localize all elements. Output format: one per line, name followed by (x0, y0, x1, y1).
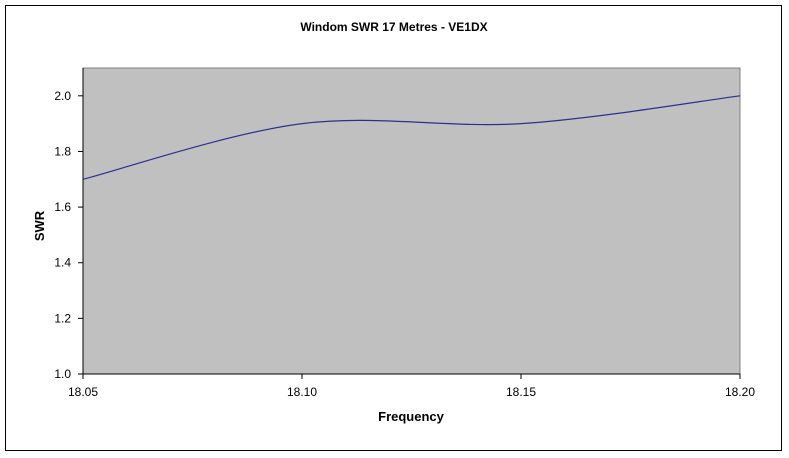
x-tick-label: 18.10 (287, 385, 317, 399)
y-tick-label: 1.6 (54, 200, 71, 214)
line-chart: Windom SWR 17 Metres - VE1DX 1.01.21.41.… (32, 20, 755, 424)
plot-area (82, 67, 741, 375)
x-axis-title: Frequency (378, 409, 445, 424)
x-tick-label: 18.15 (506, 385, 536, 399)
series-group (82, 95, 741, 180)
y-axis-title: SWR (32, 210, 47, 241)
y-axis: 1.0 1.2 1.4 1.6 1.8 2.0 (54, 68, 84, 381)
series-line (82, 95, 741, 180)
y-tick-label: 2.0 (54, 89, 71, 103)
chart-title: Windom SWR 17 Metres - VE1DX (300, 20, 487, 34)
y-tick-label: 1.2 (54, 311, 71, 325)
x-tick-label: 18.20 (725, 385, 755, 399)
y-tick-label: 1.8 (54, 144, 71, 158)
y-tick-label: 1.4 (54, 256, 71, 270)
x-axis: 18.05 18.10 18.15 18.20 (68, 373, 755, 399)
chart-area: Windom SWR 17 Metres - VE1DX 1.0 1.2 1.4 1.… (5, 5, 782, 451)
y-tick-label: 1.0 (54, 367, 71, 381)
x-tick-label: 18.05 (68, 385, 98, 399)
